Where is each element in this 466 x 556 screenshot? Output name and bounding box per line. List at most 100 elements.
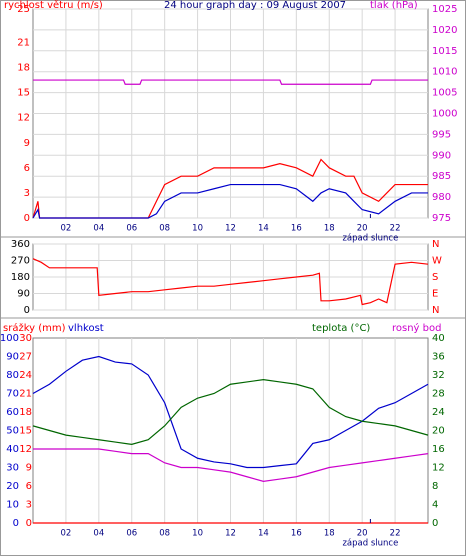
x-tick-label: 10 bbox=[192, 224, 203, 234]
y2-tick-label: 20 bbox=[432, 426, 445, 437]
y-tick-label: 90 bbox=[6, 352, 19, 363]
y-tick-label: 80 bbox=[6, 370, 19, 381]
y2-tick-label: 8 bbox=[432, 481, 438, 492]
y2-tick-label: 1000 bbox=[432, 109, 457, 120]
y2-tick-label: 980 bbox=[432, 192, 451, 203]
x-tick-label: 20 bbox=[357, 529, 368, 539]
y3-tick-label: 12 bbox=[19, 444, 32, 455]
series-line bbox=[33, 448, 429, 482]
y2-tick-label: 995 bbox=[432, 129, 451, 140]
x-tick-label: 16 bbox=[291, 529, 302, 539]
y-tick-label: 50 bbox=[6, 426, 19, 437]
y2-tick-label: 1020 bbox=[432, 25, 457, 36]
series-line bbox=[32, 379, 429, 445]
legend-label: srážky (mm) bbox=[3, 322, 66, 334]
y-tick-label: 18 bbox=[17, 63, 30, 74]
y2-axis-label: tlak (hPa) bbox=[370, 0, 418, 11]
y-tick-label: 30 bbox=[6, 463, 19, 474]
y-tick-label: 90 bbox=[17, 289, 30, 300]
y-tick-label: 10 bbox=[6, 500, 19, 511]
y3-tick-label: 0 bbox=[26, 518, 32, 529]
y-tick-label: 0 bbox=[13, 518, 19, 529]
y-tick-label: 0 bbox=[24, 305, 30, 316]
x-tick-label: 04 bbox=[93, 529, 104, 539]
x-tick-label: 22 bbox=[390, 529, 401, 539]
y2-tick-label: 24 bbox=[432, 407, 445, 418]
y2-tick-label: 40 bbox=[432, 333, 445, 344]
x-tick-label: 16 bbox=[291, 224, 302, 234]
y3-tick-label: 27 bbox=[19, 352, 32, 363]
y3-tick-label: 6 bbox=[26, 481, 32, 492]
x-tick-label: 06 bbox=[126, 224, 137, 234]
y-tick-label: 15 bbox=[17, 88, 30, 99]
x-tick-label: 04 bbox=[93, 224, 104, 234]
y2-tick-label: 36 bbox=[432, 352, 445, 363]
x-tick-label: 10 bbox=[192, 529, 203, 539]
y2-tick-label: 1005 bbox=[432, 88, 457, 99]
legend-label: rosný bod bbox=[392, 322, 441, 334]
y-axis-label: rychlost větru (m/s) bbox=[4, 0, 103, 11]
legend-label: vlhkost bbox=[68, 323, 104, 334]
series-line bbox=[32, 183, 428, 219]
y3-tick-label: 9 bbox=[26, 463, 32, 474]
y2-tick-label: 12 bbox=[432, 463, 445, 474]
chart-title: 24 hour graph day : 09 August 2007 bbox=[164, 0, 346, 11]
y-tick-label: 180 bbox=[11, 272, 30, 283]
y2-tick-label: 985 bbox=[432, 171, 451, 182]
annotation: západ slunce bbox=[342, 234, 398, 244]
y-tick-label: 40 bbox=[6, 444, 19, 455]
annotation: západ slunce bbox=[342, 539, 398, 549]
x-tick-label: 12 bbox=[225, 224, 236, 234]
y2-tick-label: 1025 bbox=[432, 4, 457, 15]
y2-tick-label: 1015 bbox=[432, 46, 457, 57]
x-tick-label: 06 bbox=[126, 529, 137, 539]
x-tick-label: 08 bbox=[159, 529, 170, 539]
y-tick-label: 25 bbox=[17, 4, 30, 15]
y-tick-label: 360 bbox=[11, 239, 30, 250]
x-tick-label: 14 bbox=[258, 529, 269, 539]
y-tick-label: 12 bbox=[17, 113, 30, 124]
x-tick-label: 18 bbox=[324, 529, 335, 539]
y-tick-label: 21 bbox=[17, 37, 30, 48]
y2-tick-label: N bbox=[432, 239, 439, 250]
y2-tick-label: W bbox=[432, 256, 442, 267]
series-line bbox=[32, 258, 429, 306]
y2-tick-label: 28 bbox=[432, 389, 445, 400]
y-tick-label: 0 bbox=[24, 213, 30, 224]
y-tick-label: 6 bbox=[24, 163, 30, 174]
y3-tick-label: 18 bbox=[19, 407, 32, 418]
x-tick-label: 12 bbox=[225, 529, 236, 539]
y2-tick-label: 4 bbox=[432, 500, 438, 511]
y2-tick-label: S bbox=[432, 272, 438, 283]
y3-tick-label: 30 bbox=[19, 333, 32, 344]
y2-tick-label: 16 bbox=[432, 444, 445, 455]
x-tick-label: 14 bbox=[258, 224, 269, 234]
y-tick-label: 270 bbox=[11, 256, 30, 267]
y-tick-label: 3 bbox=[24, 188, 30, 199]
x-tick-label: 22 bbox=[390, 224, 401, 234]
y2-tick-label: 0 bbox=[432, 518, 438, 529]
y3-tick-label: 21 bbox=[19, 389, 32, 400]
y2-tick-label: N bbox=[432, 305, 439, 316]
legend-label: teplota (°C) bbox=[312, 323, 370, 334]
x-tick-label: 20 bbox=[357, 224, 368, 234]
y-tick-label: 60 bbox=[6, 407, 19, 418]
x-tick-label: 08 bbox=[159, 224, 170, 234]
y2-tick-label: E bbox=[432, 289, 438, 300]
y2-tick-label: 32 bbox=[432, 370, 445, 381]
x-tick-label: 18 bbox=[324, 224, 335, 234]
y2-tick-label: 975 bbox=[432, 213, 451, 224]
y2-tick-label: 1010 bbox=[432, 67, 457, 78]
y3-tick-label: 15 bbox=[19, 426, 32, 437]
y3-tick-label: 24 bbox=[19, 370, 32, 381]
x-tick-label: 02 bbox=[61, 529, 72, 539]
y2-tick-label: 990 bbox=[432, 150, 451, 161]
y3-tick-label: 3 bbox=[26, 500, 32, 511]
y-tick-label: 9 bbox=[24, 138, 30, 149]
y-tick-label: 70 bbox=[6, 389, 19, 400]
y-tick-label: 100 bbox=[0, 333, 19, 344]
x-tick-label: 02 bbox=[61, 224, 72, 234]
y-tick-label: 20 bbox=[6, 481, 19, 492]
series-line bbox=[33, 79, 428, 85]
